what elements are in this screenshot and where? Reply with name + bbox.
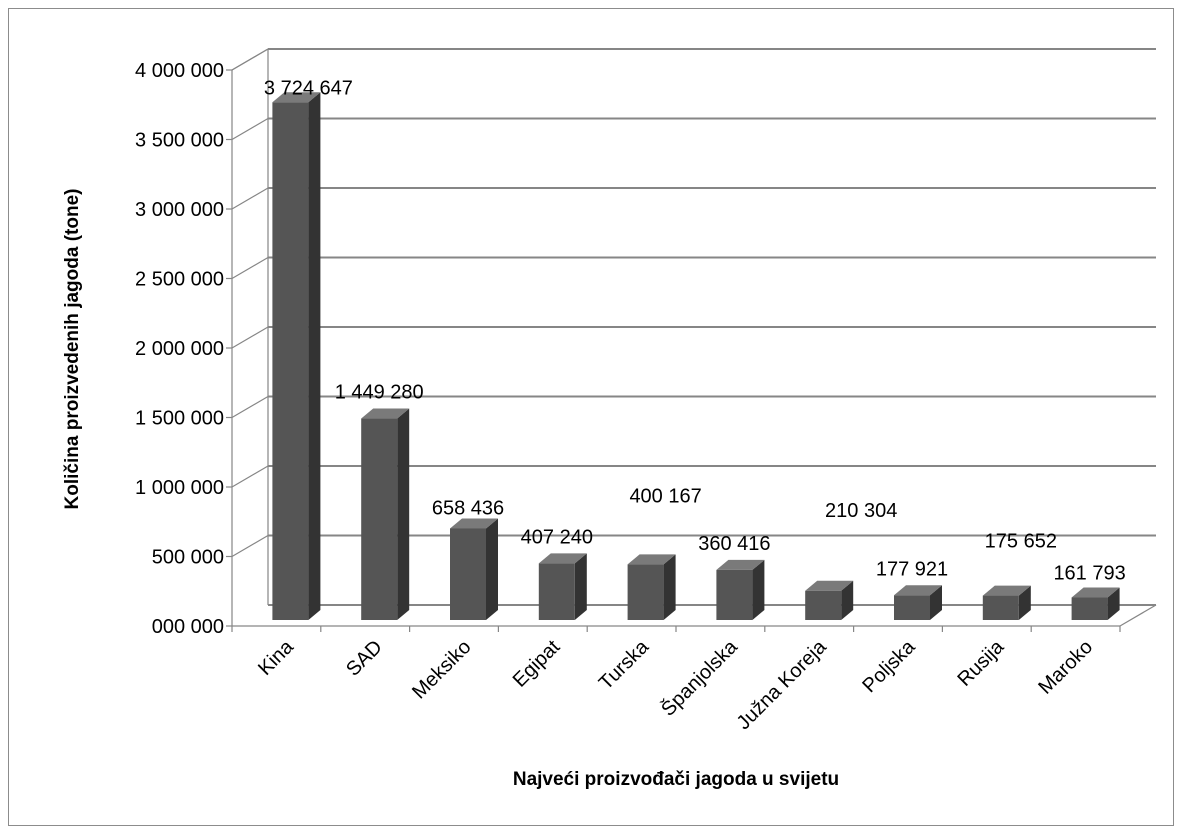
bar-front [272, 102, 309, 621]
x-tick-label: Egipat [509, 636, 565, 692]
gridline-depth [231, 534, 269, 558]
y-tick-label: 1 000 000 [135, 477, 224, 499]
x-tick-label: Kina [254, 635, 298, 679]
bar-top [805, 580, 854, 591]
gridline-depth [231, 395, 269, 419]
y-tick-label: 000 000 [152, 616, 224, 638]
bar-front [361, 418, 398, 620]
floor-right-edge [1119, 604, 1157, 627]
gridline-depth [231, 117, 269, 141]
bar-top [361, 408, 410, 419]
bar-front [1071, 597, 1108, 620]
bar [361, 408, 410, 620]
bar [894, 585, 942, 620]
bar-front [805, 590, 842, 620]
bar-side [663, 554, 676, 620]
x-tick-label: Maroko [1034, 636, 1097, 699]
bar-top [627, 554, 676, 565]
axes [226, 48, 1157, 632]
bar [627, 554, 676, 620]
x-tick-label: Poljska [858, 635, 920, 697]
y-tick-label: 3 000 000 [135, 199, 224, 221]
bar [1071, 587, 1120, 620]
bar [450, 518, 498, 620]
x-tick-label: Turska [595, 635, 654, 694]
bar-top [450, 518, 498, 529]
bar-side [752, 559, 765, 620]
bar-side [397, 408, 410, 620]
x-tick-label: Rusija [953, 635, 1008, 690]
bars [272, 92, 1120, 621]
data-label: 177 921 [876, 558, 948, 580]
bar-top [716, 559, 765, 570]
bar [538, 553, 587, 620]
bar-top [982, 585, 1031, 596]
data-label: 175 652 [985, 531, 1057, 553]
data-label: 400 167 [629, 485, 701, 507]
x-tick-label: Španjolska [656, 635, 742, 721]
bar [805, 580, 854, 620]
bar-side [1107, 587, 1120, 620]
y-tick-label: 3 500 000 [135, 130, 224, 152]
y-tick-label: 1 500 000 [135, 408, 224, 430]
bar-top [538, 553, 587, 564]
gridline-depth [231, 326, 269, 349]
wall-top-edge [231, 48, 269, 71]
bar [982, 585, 1031, 620]
x-axis-title: Najveći proizvođači jagoda u svijetu [513, 769, 839, 790]
y-tick-label: 4 000 000 [135, 60, 224, 82]
data-label: 3 724 647 [264, 77, 353, 99]
bar-front [538, 563, 575, 620]
bar-front [894, 595, 930, 620]
bar-front [982, 595, 1019, 620]
gridline-depth [231, 187, 269, 210]
data-label: 1 449 280 [335, 382, 424, 404]
data-label: 407 240 [521, 526, 593, 548]
bar [272, 92, 321, 621]
y-tick-labels: 000 000 500 000 1 000 000 1 500 000 2 000 00… [135, 60, 224, 638]
data-labels: 3 724 647 1 449 280 658 436 407 240 400 167 3… [264, 77, 1126, 584]
bar-side [308, 92, 321, 621]
x-tick-labels: Kina SAD Meksiko Egipat Turska ŠpanjolskaJužn… [254, 635, 1097, 734]
y-axis-title: Količina proizvedenih jagoda (tone) [62, 189, 83, 510]
bar-side [841, 580, 854, 620]
bar-top [1071, 587, 1120, 598]
bar-front [716, 569, 753, 620]
y-tick-label: 2 000 000 [135, 338, 224, 360]
bar-front [627, 564, 664, 620]
bar [716, 559, 765, 620]
bar-side [1018, 585, 1031, 620]
x-tick-label: Meksiko [408, 636, 475, 703]
chart-frame [8, 8, 1174, 826]
bar-side [574, 553, 587, 620]
bar-side [486, 518, 498, 620]
bar-side [930, 585, 942, 620]
bar-top [272, 92, 321, 103]
y-tick-label: 2 500 000 [135, 269, 224, 291]
data-label: 161 793 [1053, 563, 1125, 585]
gridline-depth [231, 465, 269, 488]
data-label: 658 436 [432, 497, 504, 519]
data-label: 210 304 [825, 500, 897, 522]
data-label: 360 416 [698, 533, 770, 555]
x-tick-label: Južna Koreja [733, 635, 832, 734]
bar-front [450, 528, 486, 620]
bar-top [894, 585, 942, 596]
y-tick-label: 500 000 [152, 547, 224, 569]
x-tick-label: SAD [342, 636, 387, 681]
gridline-depth [231, 256, 269, 280]
